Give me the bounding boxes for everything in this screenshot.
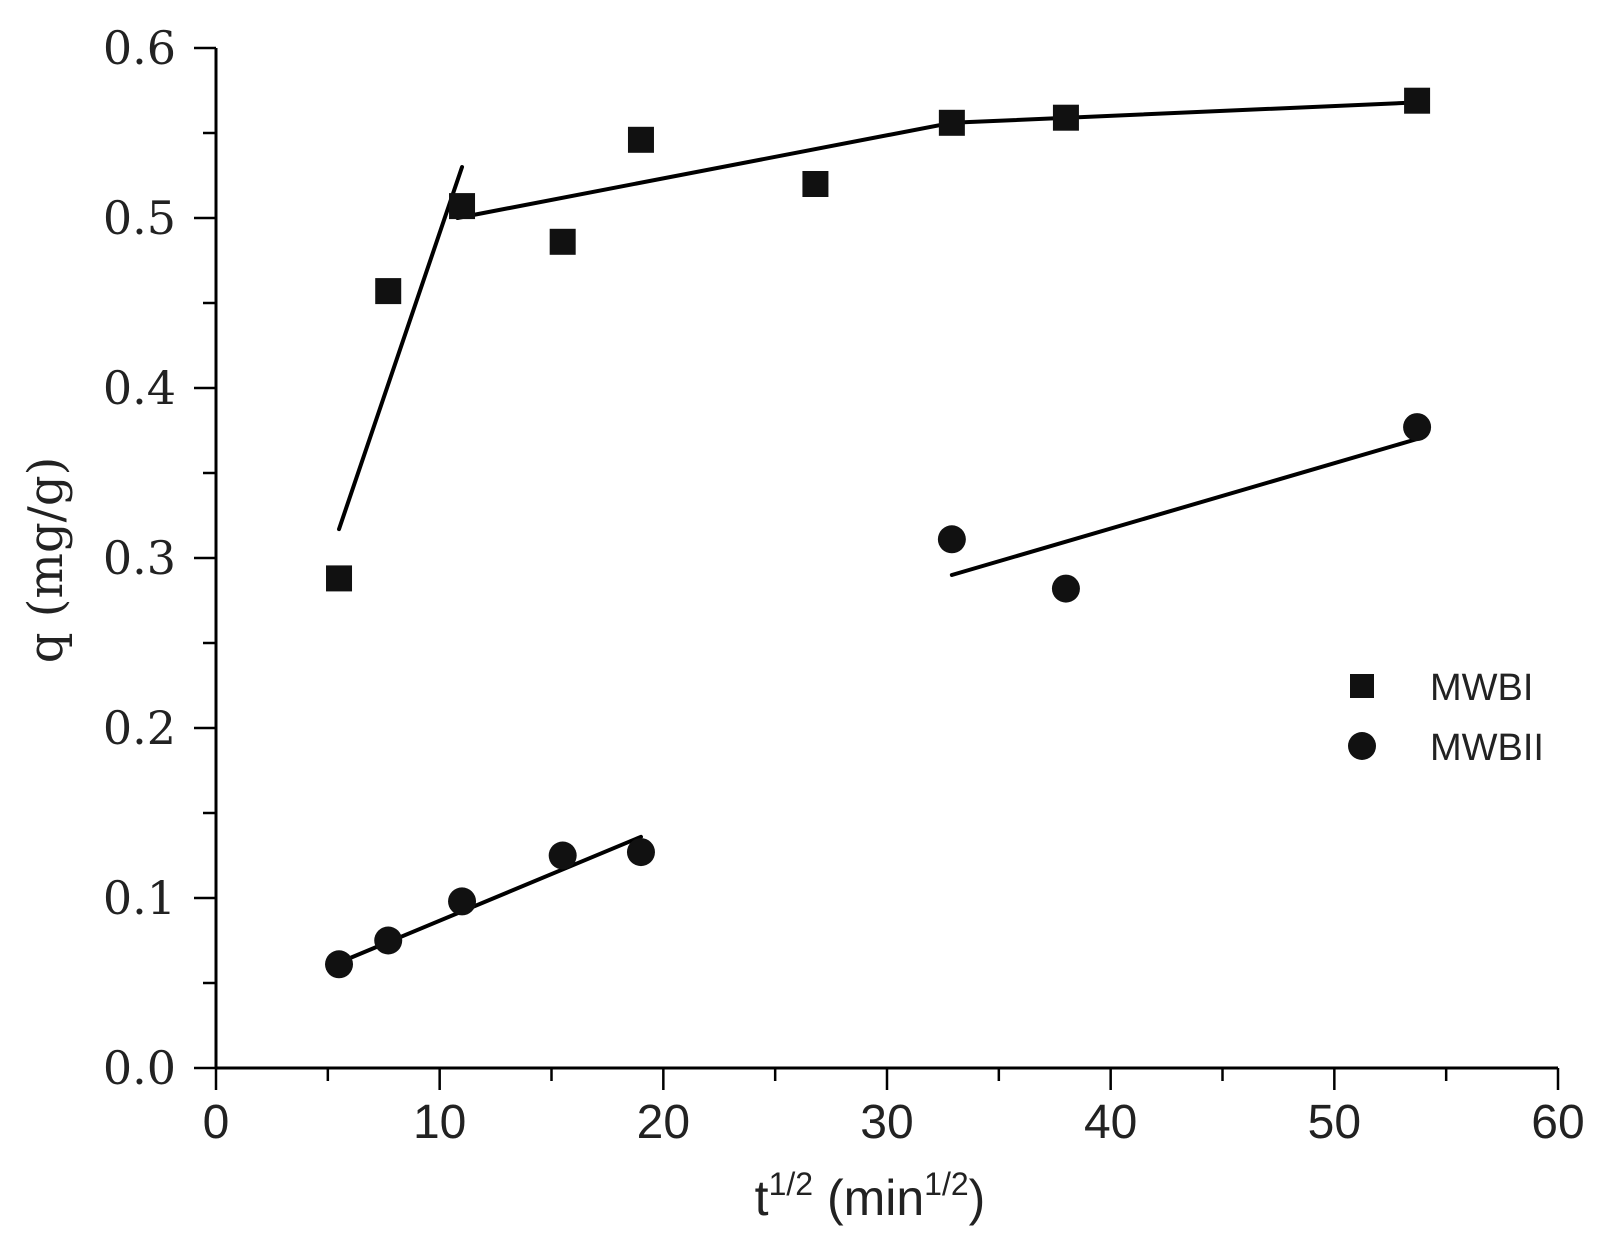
- data-point-mwbii: [548, 841, 577, 870]
- y-axis-title: q (mg/g): [18, 457, 74, 664]
- y-tick-label: 0.5: [103, 191, 176, 245]
- data-point-mwbii: [1403, 413, 1432, 442]
- data-point-mwbii: [626, 838, 655, 867]
- data-point-mwbi: [1052, 104, 1079, 131]
- x-tick-label: 0: [203, 1096, 230, 1149]
- x-axis-title-base: t: [755, 1170, 769, 1226]
- x-axis-title-unit-sup: 1/2: [924, 1166, 968, 1202]
- x-axis-title-unit: (min: [813, 1170, 924, 1226]
- fit-line-mwbi: [455, 120, 954, 220]
- data-point-mwbii: [937, 525, 966, 554]
- x-axis-title-sup: 1/2: [769, 1166, 813, 1202]
- x-axis-title: t1/2 (min1/2): [755, 1166, 986, 1226]
- legend-label-mwbi: MWBI: [1430, 667, 1533, 709]
- data-point-mwbii: [325, 950, 354, 979]
- legend-marker-mwbi: [1350, 674, 1374, 698]
- fit-lines: [337, 100, 1420, 965]
- y-tick-label: 0.3: [103, 531, 176, 585]
- y-tick-label: 0.4: [103, 361, 176, 415]
- data-point-mwbii: [1051, 574, 1080, 603]
- x-tick-label: 30: [860, 1096, 913, 1149]
- data-point-mwbi: [375, 278, 402, 305]
- fit-line-mwbi: [337, 165, 465, 532]
- data-point-mwbi: [449, 193, 476, 220]
- data-points: [325, 87, 1432, 979]
- legend-marker-mwbii: [1348, 732, 1376, 760]
- x-tick-label: 60: [1531, 1096, 1584, 1149]
- legend-label-mwbii: MWBII: [1430, 727, 1544, 769]
- data-point-mwbii: [448, 887, 477, 916]
- y-tick-label: 0.1: [103, 871, 176, 925]
- x-tick-label: 50: [1308, 1096, 1361, 1149]
- y-tick-label: 0.6: [103, 21, 176, 75]
- legend: MWBI MWBII: [1348, 667, 1544, 769]
- data-point-mwbi: [627, 126, 654, 153]
- x-tick-label: 40: [1084, 1096, 1137, 1149]
- data-point-mwbi: [549, 228, 576, 255]
- data-point-mwbi: [938, 109, 965, 136]
- x-tick-label: 20: [637, 1096, 690, 1149]
- y-tick-label: 0.0: [103, 1041, 176, 1095]
- x-tick-label: 10: [413, 1096, 466, 1149]
- fit-line-mwbii: [949, 437, 1420, 577]
- data-point-mwbi: [1404, 87, 1431, 114]
- fit-line-mwbi: [949, 100, 1420, 125]
- data-point-mwbi: [802, 171, 829, 197]
- axes: 0.0 0.1 0.2 0.3 0.4 0.5 0.6 0 10 20 30 40 50 60: [103, 21, 1585, 1149]
- data-point-mwbii: [374, 926, 403, 955]
- data-point-mwbi: [326, 565, 353, 592]
- x-axis-title-close: ): [969, 1170, 986, 1226]
- y-tick-label: 0.2: [103, 701, 176, 755]
